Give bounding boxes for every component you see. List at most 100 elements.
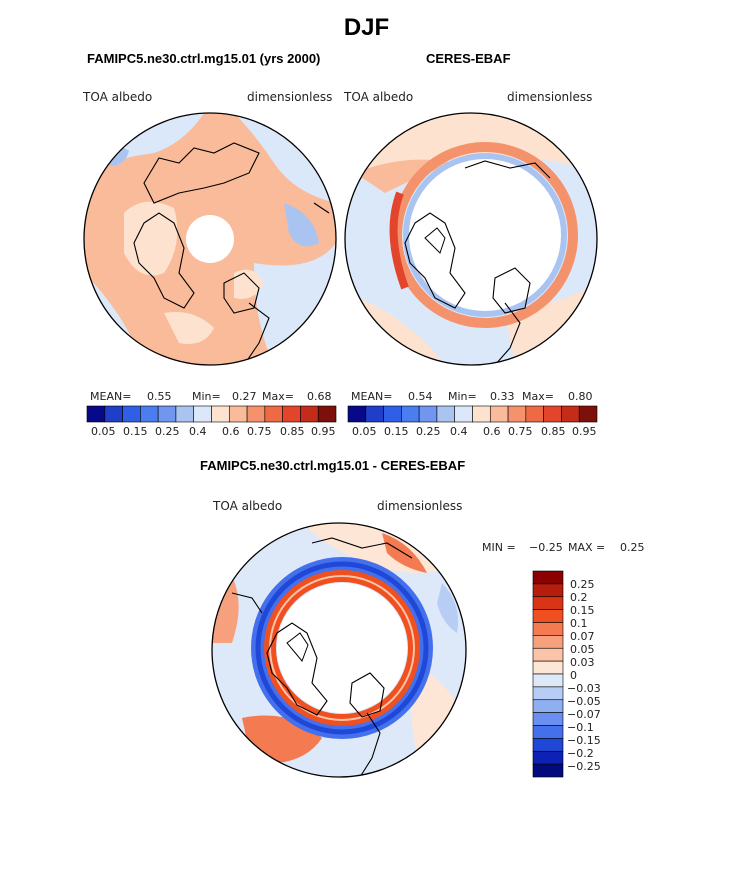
panel1-patch-4 — [234, 269, 264, 299]
panel2-title: CERES-EBAF — [426, 51, 511, 66]
panel1-missing-data-cap — [186, 215, 234, 263]
panel3-colorbar-cell — [532, 725, 564, 739]
panel3-tick: −0.2 — [567, 747, 594, 760]
panel3-colorbar-cell — [532, 750, 564, 765]
panel3-max-label: MAX = — [568, 541, 606, 554]
panel2-colorbar-cell — [365, 405, 384, 423]
panel2-map-border — [344, 112, 598, 366]
panel1-tick: 0.4 — [189, 425, 207, 438]
panel1-tick: 0.95 — [311, 425, 336, 438]
panel2-colorbar-cell — [507, 405, 527, 423]
panel1-coastline-6 — [313, 202, 330, 214]
panel3-coastline-2 — [349, 672, 385, 718]
panel2-coastline-2 — [492, 267, 531, 314]
panel3-tick: −0.07 — [567, 708, 601, 721]
panel2-tick: 0.85 — [541, 425, 566, 438]
panel1-colorbar-cell — [122, 405, 141, 423]
panel1-min-value: 0.27 — [232, 390, 257, 403]
panel3-tick: 0.25 — [570, 578, 595, 591]
panel1-patch-5 — [164, 312, 214, 344]
panel1-colorbar-cell — [140, 405, 159, 423]
panel3-max-value: 0.25 — [620, 541, 645, 554]
panel3-units-label: dimensionless — [377, 499, 463, 513]
panel1-colorbar-cell — [300, 405, 319, 423]
panel3-tick: 0.2 — [570, 591, 588, 604]
panel2-sea-ice-edge-strong — [389, 191, 409, 290]
panel2-colorbar-cell — [418, 405, 438, 423]
panel3-tick: −0.05 — [567, 695, 601, 708]
panel3-coastline-4 — [359, 712, 381, 777]
panel2-tick: 0.75 — [508, 425, 533, 438]
panel2-tick: 0.95 — [572, 425, 597, 438]
panel3-colorbar-cell — [532, 570, 564, 585]
panel3-colorbar-cell — [532, 635, 564, 649]
panel3-tick: 0 — [570, 669, 577, 682]
panel1-polar-map — [83, 112, 337, 366]
panel2-colorbar — [347, 405, 598, 423]
panel1-colorbar-cell — [228, 405, 248, 423]
panel1-colorbar-cell — [175, 405, 195, 423]
panel2-coastline-3 — [464, 160, 551, 179]
panel3-colorbar-cell — [532, 596, 564, 610]
panel1-tick: 0.6 — [222, 425, 240, 438]
panel1-coastline-4 — [243, 302, 270, 365]
panel3-colorbar-cell — [532, 738, 564, 752]
panel3-tick: −0.25 — [567, 760, 601, 773]
panel2-tick: 0.05 — [352, 425, 377, 438]
panel3-colorbar-cell — [532, 763, 564, 778]
panel1-colorbar — [86, 405, 337, 423]
panel2-tick: 0.25 — [416, 425, 441, 438]
panel2-colorbar-cell — [561, 405, 580, 423]
panel3-tick: 0.03 — [570, 656, 595, 669]
panel1-tick: 0.05 — [91, 425, 116, 438]
panel1-tick: 0.25 — [155, 425, 180, 438]
panel2-coastline-4 — [494, 302, 521, 365]
panel3-colorbar-cell — [532, 609, 564, 623]
panel3-colorbar-cell — [532, 660, 564, 675]
panel1-coastline-1 — [143, 142, 260, 204]
panel3-colorbar-cell — [532, 647, 564, 662]
panel1-patch-2 — [284, 203, 319, 247]
panel2-colorbar-cell — [578, 405, 598, 423]
panel2-colorbar-cell — [347, 405, 367, 423]
panel2-max-value: 0.80 — [568, 390, 593, 403]
panel3-colorbar-cell — [532, 622, 564, 636]
panel3-tick: 0.15 — [570, 604, 595, 617]
panel2-tick: 0.6 — [483, 425, 501, 438]
panel2-mean-value: 0.54 — [408, 390, 433, 403]
panel1-max-value: 0.68 — [307, 390, 332, 403]
panel1-min-label: Min= — [192, 390, 221, 403]
panel1-colorbar-cell — [317, 405, 337, 423]
panel2-colorbar-cell — [472, 405, 491, 423]
panel1-colorbar-cell — [246, 405, 266, 423]
panel3-negative-ring-core — [255, 561, 429, 735]
panel1-variable-label: TOA albedo — [83, 90, 153, 104]
figure-title: DJF — [343, 14, 390, 41]
panel2-coastline-1 — [404, 212, 466, 309]
panel3-min-label: MIN = — [482, 541, 516, 554]
panel3-colorbar-cell — [532, 699, 564, 713]
panel2-max-label: Max= — [522, 390, 554, 403]
panel2-min-value: 0.33 — [490, 390, 515, 403]
panel1-coastline-2 — [133, 212, 195, 309]
panel1-colorbar-cell — [157, 405, 177, 423]
panel2-tick: 0.15 — [384, 425, 409, 438]
panel3-colorbar-cell — [532, 686, 564, 701]
panel1-tick: 0.15 — [123, 425, 148, 438]
panel3-coastline-3 — [311, 537, 413, 559]
panel1-map-border — [83, 112, 337, 366]
panel1-colorbar-ticks: 0.05 0.15 0.25 0.4 0.6 0.75 0.85 0.95 — [0, 425, 733, 439]
panel3-patch-east — [437, 583, 458, 633]
panel2-colorbar-cell — [436, 405, 456, 423]
panel2-polar-map — [344, 112, 598, 366]
panel2-colorbar-cell — [454, 405, 473, 423]
panel1-units-label: dimensionless — [247, 90, 333, 104]
panel3-tick: 0.05 — [570, 643, 595, 656]
panel1-colorbar-cell — [104, 405, 123, 423]
panel1-tick: 0.75 — [247, 425, 272, 438]
panel3-tick: −0.03 — [567, 682, 601, 695]
panel3-colorbar-cell — [532, 673, 564, 688]
panel2-colorbar-cell — [489, 405, 509, 423]
panel3-coastline-5 — [231, 592, 263, 614]
panel3-tick: −0.15 — [567, 734, 601, 747]
